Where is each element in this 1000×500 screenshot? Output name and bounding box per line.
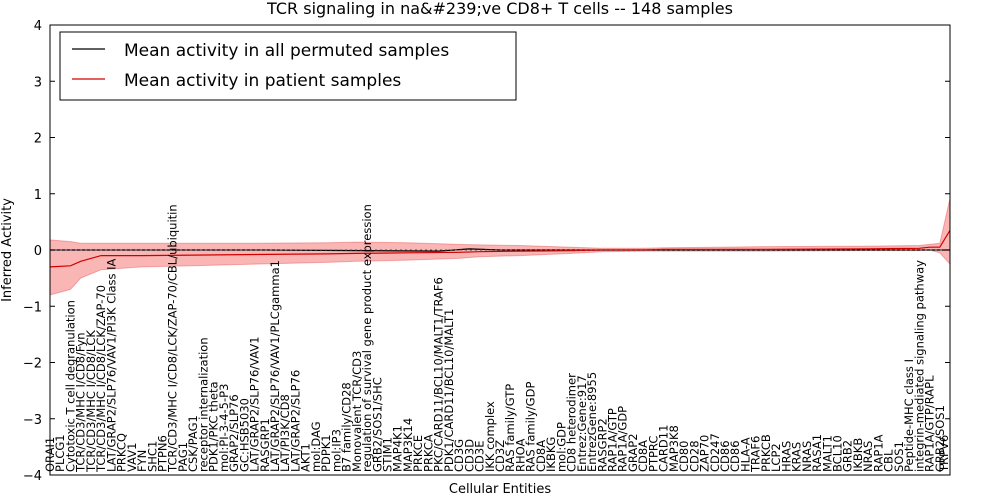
y-tick-label: 0 [34, 244, 42, 259]
y-tick-label: −3 [23, 413, 42, 428]
entity-label: TRPV6 [937, 435, 951, 473]
legend: Mean activity in all permuted samples Me… [60, 32, 516, 100]
y-tick-label: −4 [23, 469, 42, 484]
legend-label-permuted: Mean activity in all permuted samples [124, 41, 449, 61]
chart-title: TCR signaling in na&#239;ve CD8+ T cells… [266, 0, 733, 18]
y-tick-label: −2 [23, 357, 42, 372]
y-tick-label: 3 [34, 75, 42, 90]
x-axis-label: Cellular Entities [449, 482, 551, 497]
y-tick-label: 4 [34, 19, 42, 34]
chart-figure: TCR signaling in na&#239;ve CD8+ T cells… [0, 0, 1000, 500]
y-tick-label: 2 [34, 132, 42, 147]
y-axis-label: Inferred Activity [0, 198, 15, 302]
y-tick-label: −1 [23, 300, 42, 315]
entity-label: TCR/CD3/MHC I/CD8/LCK/ZAP-70/CBL/ubiquit… [166, 204, 180, 473]
y-tick-label: 1 [34, 188, 42, 203]
legend-label-patient: Mean activity in patient samples [124, 71, 401, 91]
